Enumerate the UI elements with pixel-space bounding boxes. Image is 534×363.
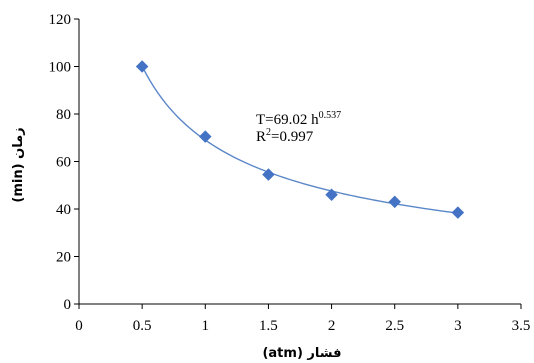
y-axis-ticks: 0 20 40 60 80 100 120 <box>49 12 79 313</box>
y-tick-label: 120 <box>49 12 72 28</box>
data-points <box>135 60 465 219</box>
x-tick-label: 1 <box>202 318 210 334</box>
y-tick-label: 40 <box>56 202 71 218</box>
trendline-group <box>141 65 458 214</box>
axes <box>78 19 521 305</box>
y-tick-label: 60 <box>56 155 71 171</box>
data-point <box>135 60 149 73</box>
x-tick-label: 1.5 <box>259 318 278 334</box>
x-tick-label: 3 <box>454 318 462 334</box>
data-point <box>262 168 275 181</box>
x-tick-label: 2.5 <box>385 318 404 334</box>
y-tick-label: 80 <box>56 107 71 123</box>
data-point <box>325 188 338 202</box>
trendline <box>141 65 458 214</box>
x-axis-ticks: 0 0.5 1 1.5 2 2.5 3 3.5 <box>75 304 530 334</box>
data-point <box>451 206 465 219</box>
x-axis-title: فشار (atm) <box>262 346 341 361</box>
y-tick-label: 20 <box>56 250 71 266</box>
equation-annotation: T=69.02 h0.537 <box>256 110 341 128</box>
y-axis-title: زمان (min) <box>11 127 26 202</box>
data-point <box>388 195 402 209</box>
data-point <box>198 130 212 143</box>
x-tick-label: 3.5 <box>512 318 531 334</box>
x-tick-label: 0.5 <box>133 318 152 334</box>
y-tick-label: 0 <box>64 297 72 313</box>
r-squared-annotation: R2=0.997 <box>256 127 314 145</box>
x-tick-label: 0 <box>75 318 83 334</box>
x-tick-label: 2 <box>328 318 336 334</box>
y-tick-label: 100 <box>49 60 72 76</box>
